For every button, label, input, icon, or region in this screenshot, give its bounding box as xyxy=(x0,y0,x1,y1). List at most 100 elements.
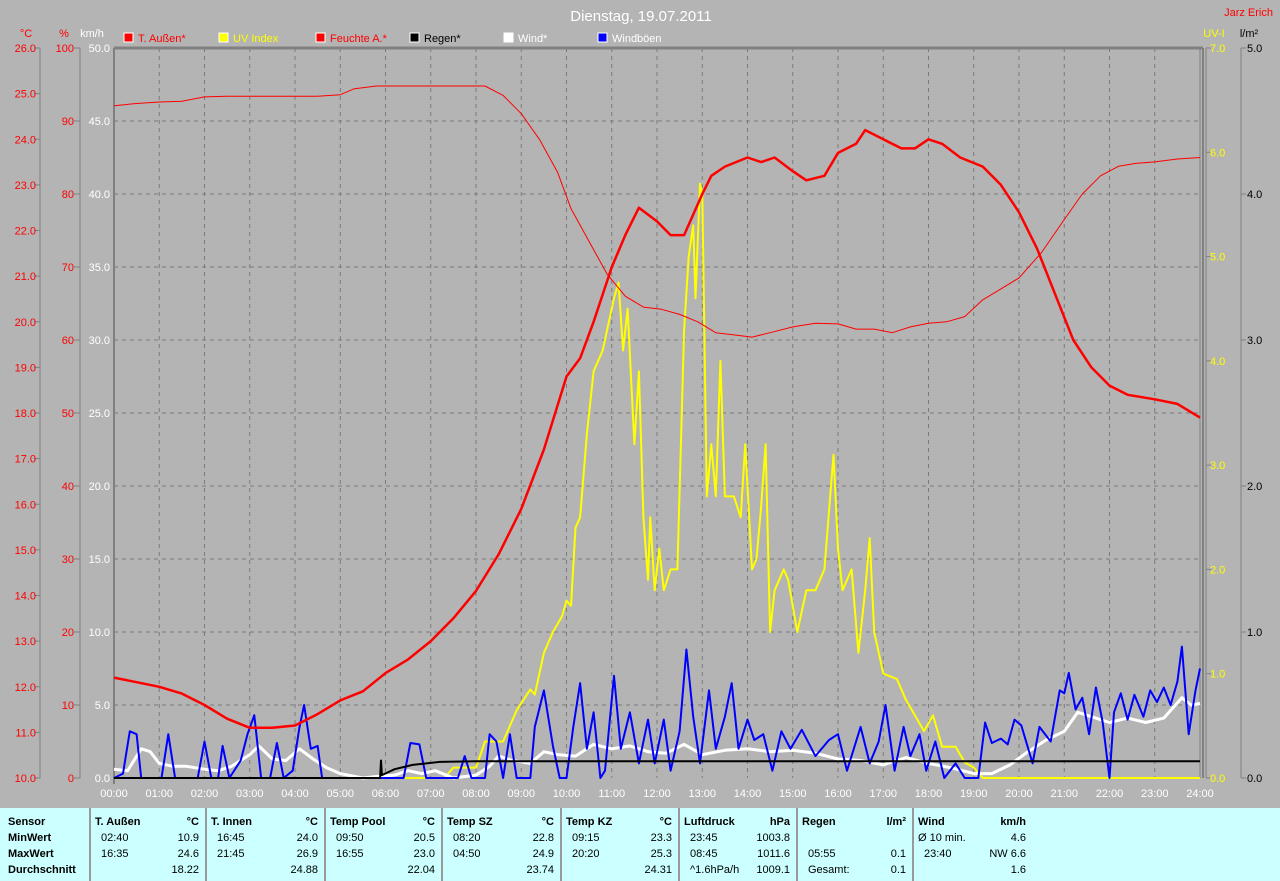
series-line-regen xyxy=(114,759,1200,779)
table-column: Luftdruck hPa 23:45 1003.8 08:45 1011.6 ^1.6hP… xyxy=(678,808,796,881)
cell-value: NW 6.6 xyxy=(989,848,1026,860)
x-tick-label: 21:00 xyxy=(1050,788,1078,800)
y-tick-label-hum: 0 xyxy=(68,773,74,785)
cell-time: 16:45 xyxy=(217,832,245,844)
cell-time: 23:45 xyxy=(690,832,718,844)
x-tick-label: 04:00 xyxy=(281,788,309,800)
cell-time: 20:20 xyxy=(572,848,600,860)
cell-value: 24.88 xyxy=(290,864,318,876)
table-column: Temp KZ °C 09:15 23.3 20:20 25.3 24.31 xyxy=(560,808,678,881)
column-header: T. Innen xyxy=(211,816,252,828)
y-tick-label-temp: 24.0 xyxy=(15,134,36,146)
y-tick-label-uv: 0.0 xyxy=(1210,773,1225,785)
x-tick-label: 05:00 xyxy=(326,788,354,800)
y-tick-label-rain: 5.0 xyxy=(1247,43,1262,55)
cell-value: 23.74 xyxy=(526,864,554,876)
row-label: MinWert xyxy=(8,832,52,844)
y-tick-label-uv: 1.0 xyxy=(1210,669,1225,681)
x-tick-label: 09:00 xyxy=(507,788,535,800)
y-tick-label-hum: 90 xyxy=(62,116,74,128)
y-tick-label-hum: 80 xyxy=(62,189,74,201)
cell-time: 23:40 xyxy=(924,848,952,860)
cell-value: 10.9 xyxy=(177,832,199,844)
y-tick-label-wind: 25.0 xyxy=(89,408,110,420)
column-unit: km/h xyxy=(1000,816,1026,828)
y-tick-label-temp: 12.0 xyxy=(15,682,36,694)
column-header: Wind xyxy=(918,816,945,828)
author-label: Jarz Erich xyxy=(1224,7,1273,19)
y-tick-label-temp: 14.0 xyxy=(15,591,36,603)
y-tick-label-temp: 22.0 xyxy=(15,226,36,238)
chart-title: Dienstag, 19.07.2011 xyxy=(570,8,712,25)
y-tick-label-hum: 40 xyxy=(62,481,74,493)
row-label: Durchschnitt xyxy=(8,864,76,876)
column-unit: °C xyxy=(541,816,554,828)
x-tick-label: 08:00 xyxy=(462,788,490,800)
axes: 00:00 01:00 02:00 03:00 04:00 05:00 06:00 07:00… xyxy=(15,28,1263,800)
cell-time: Gesamt: xyxy=(808,864,850,876)
cell-value: 4.6 xyxy=(1010,832,1026,844)
y-tick-label-rain: 4.0 xyxy=(1247,189,1262,201)
axis-unit-rain: l/m² xyxy=(1240,28,1259,40)
column-unit: °C xyxy=(305,816,318,828)
column-header: Regen xyxy=(802,816,836,828)
cell-value: 0.1 xyxy=(890,848,906,860)
cell-value: 24.9 xyxy=(532,848,554,860)
column-unit: hPa xyxy=(769,816,790,828)
column-unit: °C xyxy=(422,816,435,828)
legend-swatch-2 xyxy=(315,32,326,43)
y-tick-label-hum: 100 xyxy=(56,43,74,55)
y-tick-label-wind: 20.0 xyxy=(89,481,110,493)
column-header: Luftdruck xyxy=(684,816,735,828)
cell-value: 1.6 xyxy=(1010,864,1026,876)
x-tick-label: 12:00 xyxy=(643,788,671,800)
y-tick-label-uv: 3.0 xyxy=(1210,460,1225,472)
column-header: Temp Pool xyxy=(330,816,386,828)
row-label: Sensor xyxy=(8,816,46,828)
legend-label: T. Außen* xyxy=(138,33,186,45)
axis-unit-uv: UV-I xyxy=(1203,28,1224,40)
cell-time: 16:35 xyxy=(101,848,129,860)
x-tick-label: 07:00 xyxy=(417,788,445,800)
cell-time: 16:55 xyxy=(336,848,364,860)
cell-value: 20.5 xyxy=(413,832,435,844)
y-tick-label-temp: 16.0 xyxy=(15,499,36,511)
y-tick-label-temp: 26.0 xyxy=(15,43,36,55)
y-tick-label-wind: 5.0 xyxy=(95,700,110,712)
y-tick-label-temp: 13.0 xyxy=(15,636,36,648)
cell-time: 09:50 xyxy=(336,832,364,844)
y-tick-label-temp: 25.0 xyxy=(15,89,36,101)
cell-value: 22.04 xyxy=(407,864,435,876)
legend-swatch-3 xyxy=(409,32,420,43)
cell-value: 23.3 xyxy=(650,832,672,844)
x-tick-label: 22:00 xyxy=(1096,788,1124,800)
cell-value: 25.3 xyxy=(650,848,672,860)
table-column: Temp Pool °C 09:50 20.5 16:55 23.0 22.04 xyxy=(324,808,441,881)
legend-label: Wind* xyxy=(518,33,548,45)
y-tick-label-wind: 40.0 xyxy=(89,189,110,201)
y-tick-label-rain: 2.0 xyxy=(1247,481,1262,493)
y-tick-label-temp: 11.0 xyxy=(15,727,36,739)
statistics-table: Sensor MinWert MaxWert Durchschnitt T. Außen… xyxy=(0,808,1280,881)
series-line-windböen xyxy=(113,645,1201,779)
column-unit: l/m² xyxy=(886,816,906,828)
x-tick-label: 23:00 xyxy=(1141,788,1169,800)
y-tick-label-wind: 45.0 xyxy=(89,116,110,128)
legend-label: Feuchte A.* xyxy=(330,33,388,45)
table-row-labels: Sensor MinWert MaxWert Durchschnitt xyxy=(0,808,88,881)
series-line-uv-index xyxy=(114,182,1200,779)
x-tick-label: 17:00 xyxy=(869,788,897,800)
column-header: T. Außen xyxy=(95,816,141,828)
cell-time: 08:20 xyxy=(453,832,481,844)
legend: T. Außen* UV Index Feuchte A.* Regen* Wind* W… xyxy=(123,32,662,45)
x-tick-label: 18:00 xyxy=(915,788,943,800)
table-column: Regen l/m² 05:55 0.1 Gesamt: 0.1 xyxy=(796,808,912,881)
x-tick-label: 10:00 xyxy=(553,788,581,800)
y-tick-label-uv: 2.0 xyxy=(1210,564,1225,576)
cell-value: 24.0 xyxy=(296,832,318,844)
x-tick-label: 19:00 xyxy=(960,788,988,800)
y-tick-label-temp: 10.0 xyxy=(15,773,36,785)
x-tick-label: 13:00 xyxy=(688,788,716,800)
table-column: T. Außen °C 02:40 10.9 16:35 24.6 18.22 xyxy=(89,808,205,881)
x-tick-label: 11:00 xyxy=(598,788,625,800)
